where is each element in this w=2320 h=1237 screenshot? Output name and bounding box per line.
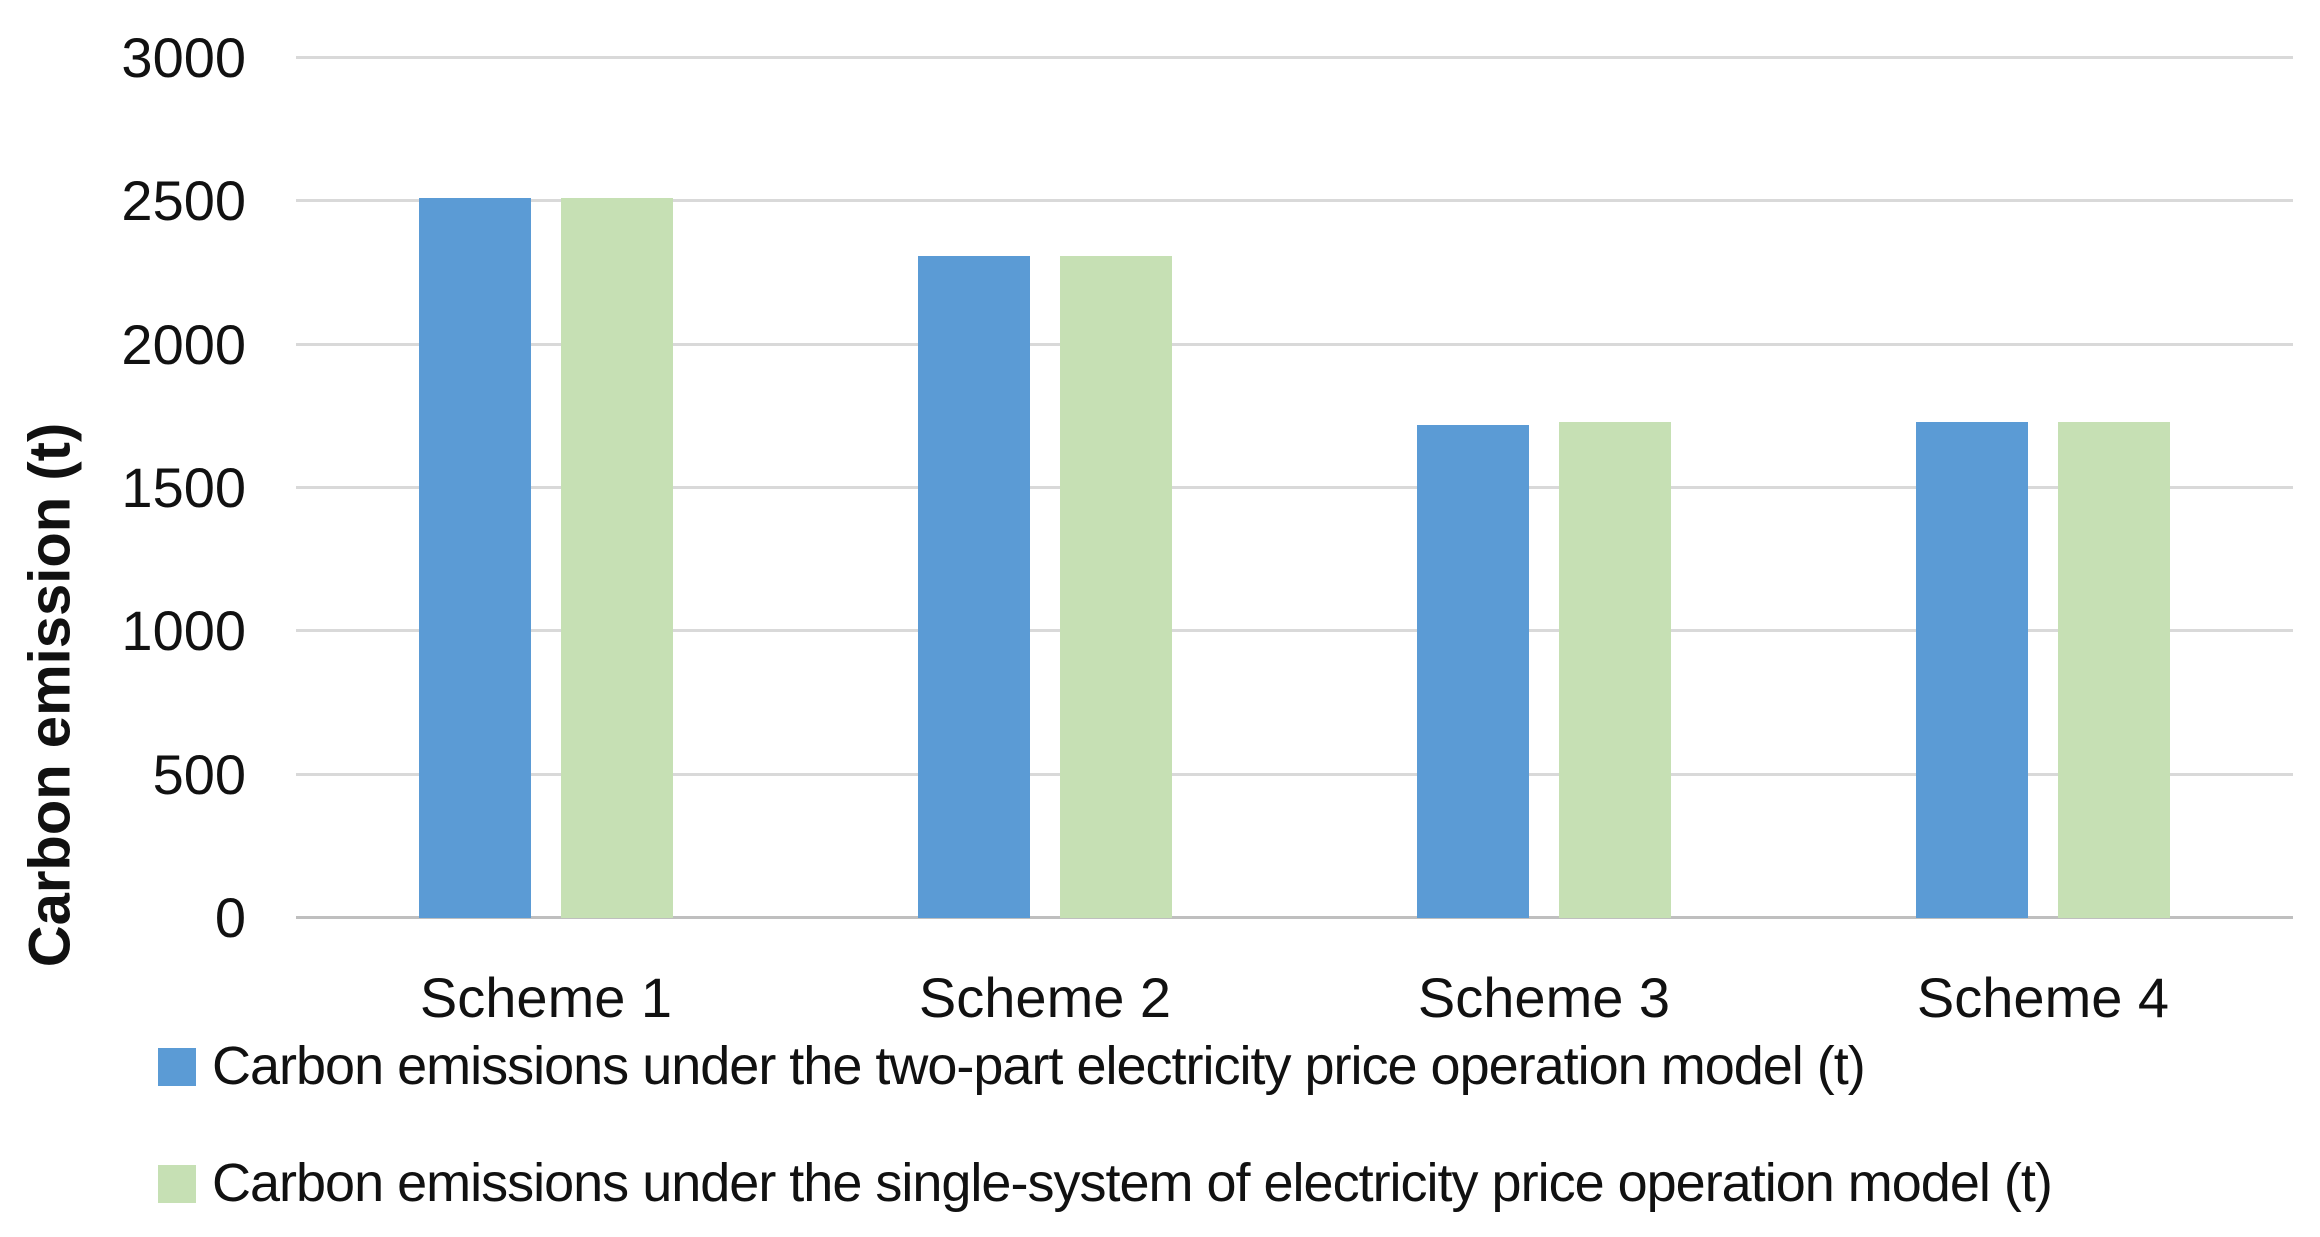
bar-scheme-2-series-1 — [1060, 256, 1172, 918]
bar-scheme-1-series-0 — [419, 198, 531, 918]
bar-scheme-2-series-0 — [918, 256, 1030, 918]
gridline-2500 — [296, 199, 2293, 203]
y-tick-label-2000: 2000 — [121, 312, 246, 376]
x-label-scheme-4: Scheme 4 — [1916, 966, 2170, 1029]
legend-swatch-green-icon — [158, 1165, 196, 1203]
legend-label-single-system-model: Carbon emissions under the single-system… — [212, 1153, 2053, 1213]
x-label-scheme-1: Scheme 1 — [419, 966, 673, 1029]
gridline-3000 — [296, 56, 2293, 59]
y-tick-label-3000: 3000 — [121, 26, 246, 89]
bar-scheme-4-series-1 — [2058, 422, 2170, 918]
bar-scheme-3-series-1 — [1559, 422, 1671, 918]
bar-scheme-1-series-1 — [561, 198, 673, 918]
x-axis-line — [296, 916, 2293, 919]
gridline-1500 — [296, 486, 2293, 489]
legend-item-two-part-model: Carbon emissions under the two-part elec… — [158, 1036, 1866, 1108]
x-label-scheme-2: Scheme 2 — [918, 966, 1172, 1029]
bar-scheme-4-series-0 — [1916, 422, 2028, 918]
legend-swatch-blue-icon — [158, 1048, 196, 1086]
y-tick-label-0: 0 — [214, 886, 246, 949]
legend-label-two-part-model: Carbon emissions under the two-part elec… — [212, 1036, 1866, 1096]
x-label-scheme-3: Scheme 3 — [1417, 966, 1671, 1029]
y-tick-label-1000: 1000 — [121, 599, 246, 663]
y-tick-label-2500: 2500 — [121, 169, 246, 233]
gridline-1000 — [296, 629, 2293, 633]
gridline-2000 — [296, 342, 2293, 346]
legend-item-single-system-model: Carbon emissions under the single-system… — [158, 1153, 2053, 1225]
bar-scheme-3-series-0 — [1417, 425, 1529, 918]
gridline-500 — [296, 772, 2293, 776]
y-tick-label-500: 500 — [152, 742, 246, 806]
y-tick-label-1500: 1500 — [121, 456, 246, 519]
